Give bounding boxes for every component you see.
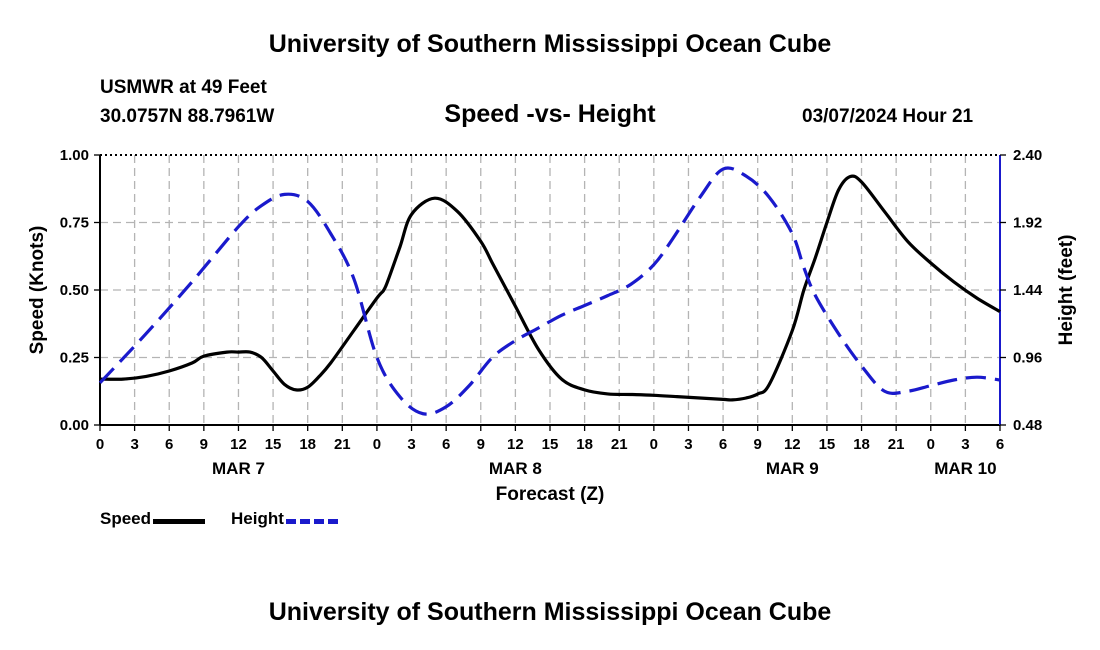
x-tick-label: 9 <box>200 436 208 453</box>
y2-tick-label: 1.92 <box>1013 215 1042 232</box>
x-tick-label: 0 <box>650 436 658 453</box>
x-tick-label: 3 <box>407 436 415 453</box>
y-tick-label: 0.75 <box>60 215 89 232</box>
x-tick-label: 9 <box>754 436 762 453</box>
day-label: MAR 10 <box>934 459 996 478</box>
x-tick-label: 3 <box>961 436 969 453</box>
legend-height: Height <box>231 509 338 529</box>
x-tick-label: 15 <box>819 436 836 453</box>
legend-speed-label: Speed <box>100 509 152 528</box>
x-tick-label: 15 <box>265 436 282 453</box>
x-tick-label: 12 <box>784 436 801 453</box>
x-tick-label: 15 <box>542 436 559 453</box>
footer-title: University of Southern Mississippi Ocean… <box>268 598 832 626</box>
x-tick-label: 21 <box>888 436 905 453</box>
series-line-speed <box>99 174 1001 402</box>
grid-layer <box>100 155 1000 425</box>
x-tick-label: 12 <box>230 436 247 453</box>
chart-subtitle: Speed -vs- Height <box>444 100 656 128</box>
y2-tick-label: 0.48 <box>1013 417 1042 434</box>
day-label: MAR 9 <box>766 459 819 478</box>
x-tick-label: 6 <box>996 436 1004 453</box>
x-tick-label: 12 <box>507 436 524 453</box>
legend-height-swatch <box>285 518 338 524</box>
y-axis-label: Speed (Knots) <box>27 226 48 355</box>
x-tick-label: 0 <box>96 436 104 453</box>
series-layer <box>98 166 1001 416</box>
ticks-layer: 0 3 6 9 12 15 18 21 0 3 6 9 12 15 18 21 0 3 6 9 12 15 18 21 0 3 60… <box>60 147 1043 478</box>
x-tick-label: 18 <box>576 436 593 453</box>
x-tick-label: 0 <box>927 436 935 453</box>
x-tick-label: 18 <box>853 436 870 453</box>
x-tick-label: 6 <box>165 436 173 453</box>
x-tick-label: 21 <box>334 436 351 453</box>
y-tick-label: 0.25 <box>60 350 89 367</box>
day-label: MAR 7 <box>212 459 265 478</box>
legend-speed-swatch <box>153 518 206 524</box>
y-tick-label: 0.50 <box>60 282 89 299</box>
y-tick-label: 1.00 <box>60 147 89 164</box>
x-tick-label: 9 <box>477 436 485 453</box>
station-coordinates: 30.0757N 88.7961W <box>100 106 275 127</box>
y2-tick-label: 0.96 <box>1013 350 1042 367</box>
y2-axis-label: Height (feet) <box>1056 235 1077 346</box>
x-tick-label: 0 <box>373 436 381 453</box>
x-tick-label: 21 <box>611 436 628 453</box>
legend-speed: Speed <box>100 509 206 529</box>
x-tick-label: 18 <box>299 436 316 453</box>
legend-height-label: Height <box>231 509 284 528</box>
day-label: MAR 8 <box>489 459 542 478</box>
x-axis-label: Forecast (Z) <box>496 484 605 505</box>
forecast-date: 03/07/2024 Hour 21 <box>802 106 974 127</box>
x-tick-label: 3 <box>684 436 692 453</box>
y2-tick-label: 1.44 <box>1013 282 1043 299</box>
x-tick-label: 6 <box>442 436 450 453</box>
y-tick-label: 0.00 <box>60 417 89 434</box>
series-line-height <box>98 166 1001 416</box>
y2-tick-label: 2.40 <box>1013 147 1042 164</box>
station-label: USMWR at 49 Feet <box>100 77 267 98</box>
x-tick-label: 6 <box>719 436 727 453</box>
x-tick-label: 3 <box>130 436 138 453</box>
chart-main-title: University of Southern Mississippi Ocean… <box>268 30 832 58</box>
